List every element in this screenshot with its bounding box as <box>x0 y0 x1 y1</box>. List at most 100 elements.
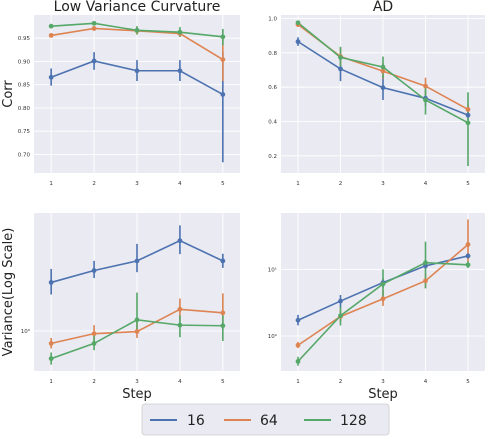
data-point-128 <box>48 23 54 29</box>
panel-2-title: AD <box>373 0 393 15</box>
data-point-128 <box>91 20 97 26</box>
y-tick-label: 0.6 <box>268 85 277 91</box>
x-tick-label: 5 <box>466 379 470 385</box>
data-point-64 <box>380 68 386 74</box>
x-tick-label: 5 <box>221 379 225 385</box>
data-point-16 <box>48 74 54 80</box>
panel-3-ylabel: Variance(Log Scale) <box>1 228 16 357</box>
x-tick-label: 4 <box>424 181 428 187</box>
panel-1-ylabel: Corr <box>1 80 16 108</box>
data-point-128 <box>220 323 226 329</box>
data-point-128 <box>177 322 183 328</box>
data-point-16 <box>91 58 97 64</box>
data-point-16 <box>338 66 343 72</box>
legend-label-16: 16 <box>187 413 205 429</box>
data-point-128 <box>134 27 140 33</box>
data-point-128 <box>295 358 301 364</box>
x-tick-label: 2 <box>339 181 343 187</box>
data-point-64 <box>220 310 226 316</box>
panel-4-marks <box>295 219 471 366</box>
data-point-16 <box>134 258 140 264</box>
data-point-128 <box>338 55 343 60</box>
data-point-16 <box>177 68 183 74</box>
data-point-64 <box>134 329 140 334</box>
data-point-16 <box>338 298 343 304</box>
data-point-128 <box>134 317 140 323</box>
x-tick-label: 4 <box>424 379 428 385</box>
data-point-64 <box>48 33 54 38</box>
data-point-16 <box>91 268 97 273</box>
data-point-64 <box>220 57 226 63</box>
data-point-64 <box>91 331 97 337</box>
panel-1-ticks: 1 2 3 4 5 0.70 0.75 0.80 0.85 0.90 0.95 <box>18 36 225 187</box>
data-point-16 <box>220 258 226 264</box>
x-tick-label: 2 <box>339 379 343 385</box>
panel-2-ticks: 1 2 3 4 5 0.2 0.4 0.6 0.8 1.0 <box>268 16 470 187</box>
x-tick-label: 5 <box>466 181 470 187</box>
panel-2-marks <box>295 20 471 167</box>
x-tick-label: 1 <box>296 379 300 385</box>
x-tick-label: 1 <box>296 181 300 187</box>
data-point-16 <box>220 92 226 97</box>
panel-3-marks <box>48 225 226 365</box>
data-point-16 <box>465 112 471 118</box>
legend: 16 64 128 <box>141 403 390 436</box>
y-tick-label: 0.75 <box>18 129 31 135</box>
x-tick-label: 5 <box>221 181 225 187</box>
y-tick-label: 0.90 <box>18 59 31 65</box>
data-point-16 <box>134 68 140 74</box>
legend-label-64: 64 <box>260 413 278 429</box>
panel-1-title: Low Variance Curvature <box>54 0 221 15</box>
data-point-64 <box>295 342 301 348</box>
data-point-64 <box>91 26 97 31</box>
y-tick-label: 0.2 <box>268 154 277 160</box>
y-tick-label: 0.85 <box>18 83 31 89</box>
panel-1-marks <box>48 20 226 163</box>
y-tick-label: 0.8 <box>268 51 277 57</box>
x-tick-label: 3 <box>135 379 139 385</box>
data-point-64 <box>423 278 428 284</box>
data-point-128 <box>423 260 428 266</box>
data-point-128 <box>465 120 471 126</box>
data-point-64 <box>48 340 54 346</box>
y-tick-label: 10¹ <box>268 266 277 273</box>
data-point-128 <box>295 20 301 26</box>
data-point-16 <box>465 253 471 259</box>
y-tick-label: 1.0 <box>268 16 277 22</box>
x-tick-label: 3 <box>381 181 385 187</box>
y-tick-label: 0.70 <box>18 152 31 158</box>
data-point-64 <box>380 296 386 302</box>
legend-frame <box>141 403 390 436</box>
x-tick-label: 4 <box>178 379 182 385</box>
panel-4-xlabel: Step <box>368 387 398 402</box>
x-tick-label: 3 <box>135 181 139 187</box>
panel-4-ticks: 1 2 3 4 5 10⁰ 10¹ <box>268 266 470 385</box>
data-point-16 <box>295 317 301 323</box>
panel-3-xlabel: Step <box>122 387 152 402</box>
x-tick-label: 1 <box>49 181 53 187</box>
data-point-64 <box>177 306 183 312</box>
data-point-128 <box>220 34 226 40</box>
data-point-128 <box>465 262 471 268</box>
data-point-128 <box>91 340 97 346</box>
x-tick-label: 2 <box>92 181 96 187</box>
y-tick-label: 0.95 <box>18 36 31 42</box>
x-tick-label: 2 <box>92 379 96 385</box>
y-tick-label: 0.4 <box>268 119 277 125</box>
data-point-64 <box>465 242 471 247</box>
data-point-128 <box>423 97 428 103</box>
x-tick-label: 3 <box>381 379 385 385</box>
data-point-128 <box>338 313 343 319</box>
panel-3-ticks: 1 2 3 4 5 10⁰ <box>21 328 225 385</box>
data-point-128 <box>177 29 183 35</box>
y-tick-label: 0.80 <box>18 106 31 112</box>
data-point-128 <box>380 281 386 287</box>
y-tick-label: 10⁰ <box>21 328 31 335</box>
data-point-128 <box>48 356 54 361</box>
data-point-16 <box>380 85 386 91</box>
data-point-64 <box>423 83 428 89</box>
data-point-64 <box>465 107 471 112</box>
data-point-16 <box>295 39 301 45</box>
x-tick-label: 4 <box>178 181 182 187</box>
